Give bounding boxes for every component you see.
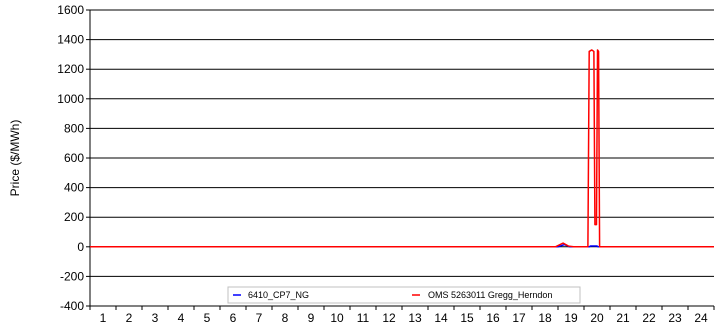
y-tick-label: 200 [64,210,84,224]
y-tick-label: 1200 [57,62,84,76]
x-tick-label: 13 [408,311,422,325]
x-tick-label: 11 [357,311,370,325]
y-tick-label: 0 [77,240,84,254]
y-tick-label: 600 [64,151,84,165]
x-tick-label: 20 [590,311,604,325]
x-tick-label: 14 [434,311,448,325]
axes [86,9,715,310]
x-tick-label: 2 [126,311,133,325]
y-tick-label: -400 [60,299,84,313]
y-tick-label: 800 [64,121,84,135]
x-tick-label: 17 [512,311,526,325]
x-tick-label: 24 [694,311,708,325]
x-tick-label: 23 [668,311,682,325]
x-tick-label: 21 [616,311,630,325]
series-line-1 [90,49,714,248]
x-tick-label: 12 [382,311,396,325]
legend-label-6410-cp7-ng: 6410_CP7_NG [248,290,309,300]
x-tick-label: 1 [100,311,107,325]
legend-box [227,286,581,304]
legend: 6410_CP7_NG OMS 5263011 Gregg_Herndon [227,286,581,304]
y-tick-label: 400 [64,181,84,195]
x-tick-label: 6 [230,311,237,325]
x-tick-label: 10 [330,311,344,325]
x-tick-label: 9 [308,311,315,325]
x-tick-label: 7 [256,311,263,325]
x-tick-label: 18 [538,311,552,325]
x-tick-labels: 1 2 3 4 5 6 7 8 9 10 11 12 13 14 15 16 17 18 19 20 21 22 23 24 [100,311,708,325]
x-tick-label: 22 [642,311,656,325]
legend-label-oms-gregg-herndon: OMS 5263011 Gregg_Herndon [428,290,552,300]
x-tick-label: 3 [152,311,159,325]
x-tick-label: 19 [564,311,578,325]
series-lines [90,49,714,248]
y-tick-label: 1600 [57,3,84,17]
y-axis-title: Price ($/MWh) [8,120,22,197]
x-tick-label: 16 [486,311,500,325]
x-tick-label: 5 [204,311,211,325]
y-tick-label: 1000 [57,92,84,106]
y-tick-label: 1400 [57,33,84,47]
y-tick-labels: -400 -200 0 200 400 600 800 1000 1200 1400 1600 [57,3,84,313]
x-tick-label: 8 [282,311,289,325]
y-tick-label: -200 [60,269,84,283]
x-tick-label: 15 [460,311,474,325]
x-tick-label: 4 [178,311,185,325]
series-line-0 [90,243,714,248]
